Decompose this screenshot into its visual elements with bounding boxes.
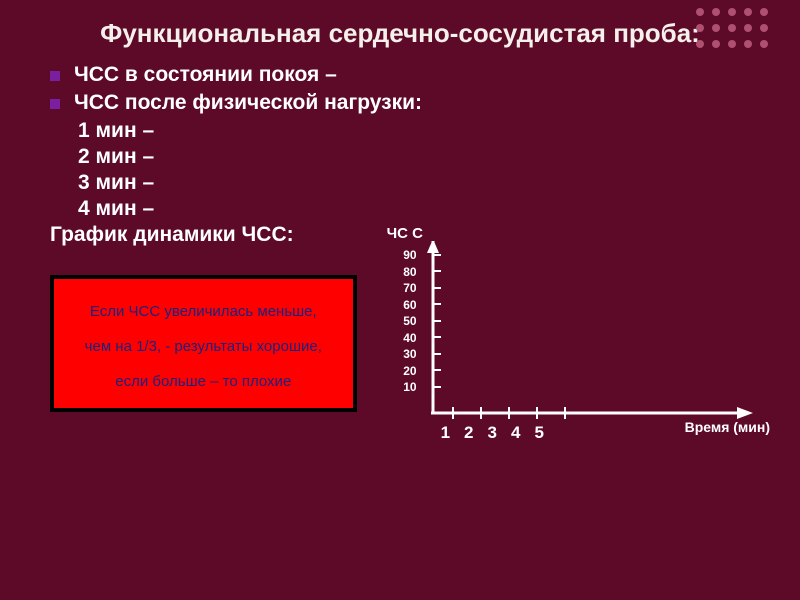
- sub-item: 2 мин –: [74, 145, 760, 169]
- sub-item: 3 мин –: [74, 171, 760, 195]
- ytick: 10: [393, 379, 417, 396]
- sub-item: 1 мин –: [74, 119, 760, 143]
- lower-row: Если ЧСС увеличилась меньше, чем на 1/3,…: [50, 253, 760, 453]
- chart-xticks: 12345: [441, 423, 558, 443]
- slide-title: Функциональная сердечно-сосудистая проба…: [0, 0, 800, 59]
- bullet-text: ЧСС в состоянии покоя –: [74, 63, 337, 87]
- chart: ЧС С 90 80 70 60 50 40 30 20 10: [385, 223, 760, 453]
- ytick: 20: [393, 363, 417, 380]
- slide-content: ЧСС в состоянии покоя – ЧСС после физиче…: [0, 59, 800, 453]
- bullet-item: ЧСС в состоянии покоя –: [50, 63, 760, 87]
- sub-item: 4 мин –: [74, 197, 760, 221]
- xtick: 2: [464, 423, 487, 442]
- chart-xlabel: Время (мин): [685, 419, 770, 435]
- bullet-icon: [50, 71, 60, 81]
- bullet-item: ЧСС после физической нагрузки:: [50, 91, 760, 115]
- ytick: 40: [393, 330, 417, 347]
- ytick: 90: [393, 247, 417, 264]
- chart-ylabel: ЧС С: [387, 225, 423, 242]
- ytick: 30: [393, 346, 417, 363]
- chart-axes: [423, 241, 763, 441]
- ytick: 70: [393, 280, 417, 297]
- ytick: 50: [393, 313, 417, 330]
- bullet-icon: [50, 99, 60, 109]
- xtick: 1: [441, 423, 464, 442]
- callout-line: чем на 1/3, - результаты хорошие,: [62, 336, 345, 357]
- bullet-text: ЧСС после физической нагрузки:: [74, 91, 422, 115]
- callout-line: Если ЧСС увеличилась меньше,: [62, 301, 345, 322]
- ytick: 80: [393, 264, 417, 281]
- callout-line: если больше – то плохие: [62, 371, 345, 392]
- callout-box: Если ЧСС увеличилась меньше, чем на 1/3,…: [50, 275, 357, 412]
- xtick: 5: [534, 423, 557, 442]
- ytick: 60: [393, 297, 417, 314]
- chart-yticks: 90 80 70 60 50 40 30 20 10: [393, 247, 417, 396]
- corner-decoration: [696, 8, 770, 50]
- xtick: 4: [511, 423, 534, 442]
- xtick: 3: [488, 423, 511, 442]
